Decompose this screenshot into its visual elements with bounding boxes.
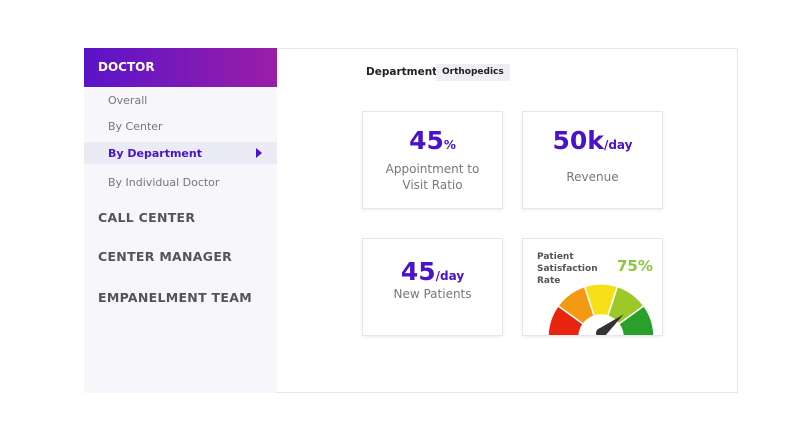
gauge-label: Patient Satisfaction Rate bbox=[537, 252, 598, 286]
active-highlight bbox=[84, 142, 277, 164]
menu-item[interactable]: Overall bbox=[108, 94, 148, 107]
filter-label: Department bbox=[366, 66, 438, 78]
kpi-unit: /day bbox=[603, 138, 633, 152]
menu-section[interactable]: CALL CENTER bbox=[98, 210, 196, 225]
kpi-unit: % bbox=[443, 138, 456, 152]
gauge-value: 75% bbox=[617, 257, 653, 275]
kpi-value: 45 bbox=[409, 126, 444, 155]
kpi-card: 45/day New Patients bbox=[362, 238, 503, 336]
menu-item[interactable]: By Individual Doctor bbox=[108, 176, 220, 189]
gauge bbox=[547, 283, 655, 335]
kpi-value: 45 bbox=[400, 257, 436, 286]
gauge-hub bbox=[596, 328, 606, 335]
sidebar bbox=[84, 48, 277, 393]
sidebar-header[interactable]: DOCTOR bbox=[84, 48, 277, 87]
filter-badge[interactable]: Orthopedics bbox=[436, 64, 510, 81]
gauge-segment bbox=[617, 304, 655, 335]
kpi-label: Revenue bbox=[566, 170, 619, 184]
menu-item[interactable]: By Center bbox=[108, 120, 163, 133]
menu-section[interactable]: CENTER MANAGER bbox=[98, 249, 233, 264]
gauge-hub-bg bbox=[581, 317, 621, 335]
menu-item[interactable]: By Department bbox=[108, 147, 202, 160]
kpi-unit: /day bbox=[435, 269, 465, 283]
kpi-label: New Patients bbox=[393, 287, 472, 301]
kpi-card: 50k/day Revenue bbox=[522, 111, 663, 209]
menu-section[interactable]: EMPANELMENT TEAM bbox=[98, 290, 252, 305]
kpi-card: 45% Appointment to Visit Ratio bbox=[362, 111, 503, 209]
kpi-value: 50k bbox=[552, 126, 604, 155]
gauge-card: Patient Satisfaction Rate 75% bbox=[522, 238, 663, 336]
kpi-label: Appointment to Visit Ratio bbox=[385, 162, 480, 192]
arrow-icon bbox=[256, 148, 262, 158]
